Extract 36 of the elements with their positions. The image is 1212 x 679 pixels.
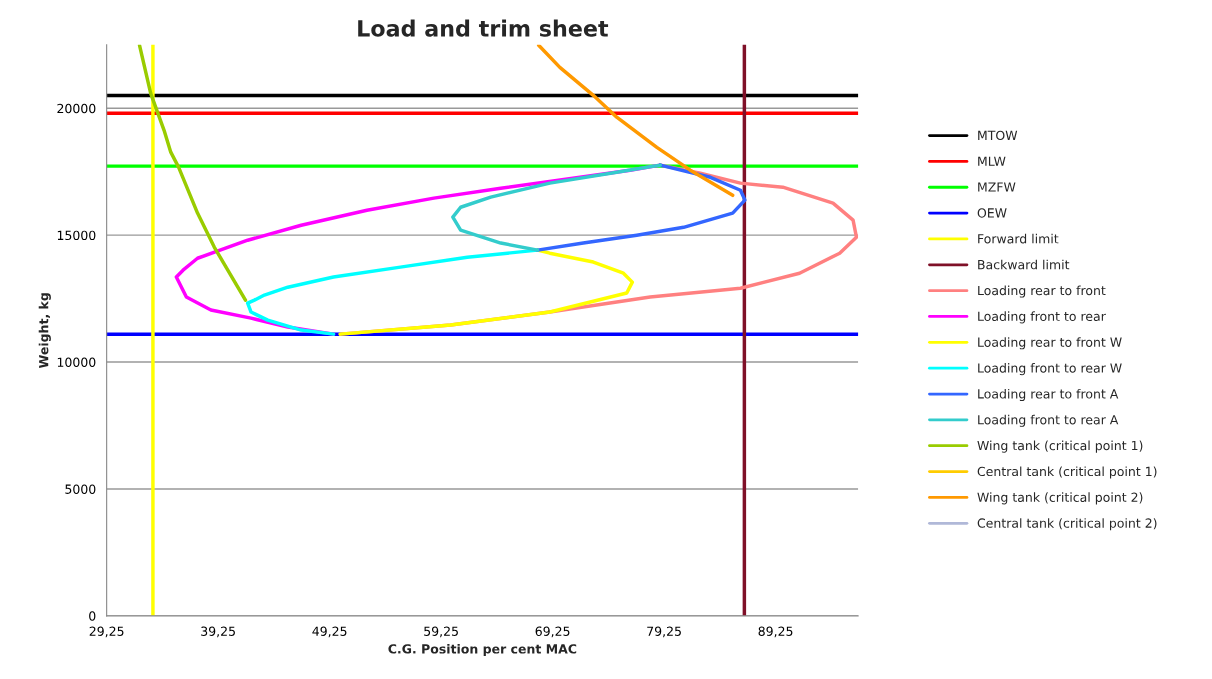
x-tick-label: 69,25 — [535, 626, 570, 638]
line-series — [535, 163, 747, 252]
x-tick-label: 59,25 — [424, 626, 458, 638]
legend-label: Central tank (critical point 1) — [977, 466, 1157, 479]
line-series — [137, 44, 248, 302]
legend-label: Backward limit — [978, 259, 1070, 270]
y-tick-label: 15000 — [57, 230, 96, 241]
legend-label: MTOW — [978, 130, 1018, 141]
legend-label: MLW — [978, 156, 1006, 166]
legend-label: Loading rear to front W — [978, 337, 1122, 350]
x-tick-label: 79,25 — [647, 626, 681, 638]
y-tick-label: 10000 — [57, 357, 96, 367]
legend-label: Loading front to rear W — [978, 363, 1122, 376]
legend-label: Forward limit — [978, 233, 1059, 244]
legend-label: Loading rear to front A — [978, 388, 1119, 401]
legend-label: Wing tank (critical point 2) — [977, 492, 1143, 505]
x-tick-label: 29,25 — [89, 626, 124, 638]
legend-label: Central tank (critical point 2) — [977, 518, 1157, 531]
legend-label: Loading rear to front — [978, 285, 1106, 298]
y-axis-title: Weight, kg — [38, 293, 51, 369]
legend-label: OEW — [977, 208, 1007, 218]
line-series — [451, 163, 662, 252]
x-tick-label: 49,25 — [312, 626, 347, 638]
x-tick-label: 89,25 — [758, 626, 793, 638]
legend-label: Wing tank (critical point 1) — [977, 440, 1143, 453]
x-tick-label: 39,25 — [201, 626, 235, 638]
y-tick-label: 5000 — [65, 484, 96, 494]
legend-label: Loading front to rear — [978, 311, 1106, 324]
legend-label: MZFW — [978, 182, 1016, 192]
x-axis-title: C.G. Position per cent MAC — [388, 643, 577, 657]
line-series — [338, 248, 635, 336]
line-series — [536, 44, 735, 198]
y-tick-label: 0 — [89, 611, 96, 621]
chart-title: Load and trim sheet — [358, 19, 609, 37]
y-tick-label: 20000 — [57, 103, 96, 114]
legend-label: Loading front to rear A — [978, 414, 1119, 427]
